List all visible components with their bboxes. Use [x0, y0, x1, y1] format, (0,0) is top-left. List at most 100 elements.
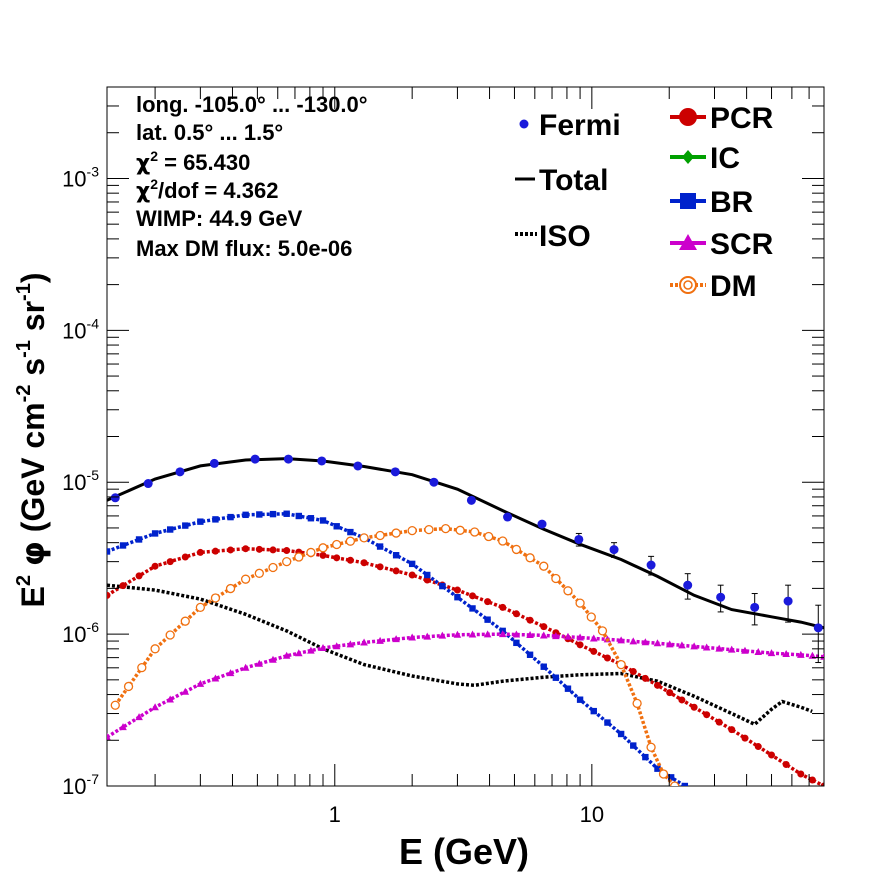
series-br-marker: [376, 543, 384, 550]
series-br-marker: [269, 510, 277, 518]
legend-scr-marker: [679, 234, 697, 250]
series-scr-marker: [423, 632, 432, 640]
series-pcr-marker: [283, 547, 291, 555]
series-pcr-marker: [242, 545, 250, 553]
series-scr-marker: [617, 636, 625, 644]
series-pcr-marker: [423, 576, 431, 584]
series-br-marker: [166, 526, 174, 533]
series-scr-marker: [727, 645, 736, 653]
info-latitude: lat. 0.5° ... 1.5°: [136, 120, 283, 145]
series-dm-marker: [318, 543, 328, 553]
series-br-marker: [242, 511, 249, 519]
series-scr-marker: [641, 638, 650, 646]
series-br-marker: [540, 663, 547, 670]
fermi-data-point: [466, 495, 476, 505]
fermi-data-point: [429, 477, 439, 487]
series-br-marker: [347, 528, 354, 536]
series-scr-marker: [782, 649, 790, 657]
series-br-marker: [667, 774, 675, 781]
series-br-marker: [590, 707, 597, 715]
series-dm-marker: [525, 553, 535, 563]
legend: Fermi Total ISO PCR IC BR SCR DM: [515, 102, 774, 303]
y-axis-title-mid2: sr: [15, 301, 51, 340]
series-pcr-marker: [603, 654, 611, 662]
y-axis-title-prefix: E: [15, 586, 51, 607]
series-pcr-marker: [151, 562, 159, 570]
legend-scr-label: SCR: [710, 228, 774, 261]
series-br-marker: [681, 782, 689, 786]
series-scr-marker: [319, 644, 327, 652]
series-dm-marker: [359, 533, 369, 543]
axes-layer: 1 10 10-7 10-6 10-5 10-4 10-3: [62, 86, 825, 827]
info-longitude: long. -105.0° ... -130.0°: [136, 92, 368, 117]
series-scr-marker: [678, 641, 686, 649]
fermi-data-point: [813, 623, 823, 633]
fermi-data-point: [503, 512, 513, 522]
series-pcr-marker: [119, 582, 127, 590]
series-pcr-marker: [782, 760, 790, 768]
series-scr-marker: [468, 630, 477, 638]
x-tick-label: 1: [329, 802, 341, 827]
series-dm-marker: [498, 536, 508, 546]
series-dm-marker: [375, 530, 385, 541]
series-scr-marker: [282, 651, 291, 659]
legend-dm-label: DM: [710, 270, 757, 303]
series-dm-marker: [268, 562, 278, 573]
fermi-data-point: [716, 592, 726, 602]
series-dm-marker: [180, 616, 190, 626]
info-chi2: χ2 = 65.430: [136, 148, 250, 176]
series-br-marker: [197, 518, 204, 525]
series-pcr-marker: [808, 776, 816, 784]
legend-total-label: Total: [539, 164, 608, 197]
series-pcr-marker: [360, 559, 368, 567]
series-pcr-marker: [181, 553, 189, 561]
series-scr-marker: [294, 649, 303, 657]
info-max-dm-flux: Max DM flux: 5.0e-06: [136, 236, 352, 261]
series-scr-marker: [552, 632, 560, 640]
legend-pcr-label: PCR: [710, 102, 774, 135]
series-br-marker: [307, 515, 315, 522]
y-axis-title-phi: φ: [14, 541, 52, 566]
fermi-data-point: [783, 596, 793, 606]
series-scr-marker: [754, 647, 763, 655]
series-scr-marker: [808, 651, 817, 659]
fermi-data-point: [646, 560, 656, 570]
series-pcr-marker: [703, 711, 711, 719]
fermi-data-point: [574, 534, 584, 544]
series-dm-marker: [469, 527, 480, 537]
series-scr-marker: [483, 630, 492, 638]
series-scr-marker: [453, 630, 462, 638]
legend-fermi-marker: [519, 119, 529, 129]
legend-pcr-marker: [679, 108, 697, 126]
series-br-marker: [212, 516, 219, 523]
series-pcr-marker: [319, 551, 327, 559]
series-br-marker: [319, 517, 327, 524]
series-pcr-marker: [678, 696, 686, 704]
x-tick-label: 10: [580, 802, 604, 827]
legend-dm-marker-inner: [683, 280, 693, 290]
series-dm-marker: [150, 644, 160, 654]
fermi-data-point: [110, 493, 120, 503]
series-pcr-marker: [392, 567, 400, 575]
legend-br-label: BR: [710, 186, 754, 219]
series-scr-marker: [119, 723, 127, 731]
series-scr-marker: [665, 640, 674, 648]
info-wimp: WIMP: 44.9 GeV: [136, 206, 303, 231]
series-scr-marker: [307, 646, 315, 654]
series-scr-marker: [767, 649, 776, 657]
series-scr-marker: [589, 634, 598, 642]
series-scr-marker: [576, 633, 584, 641]
series-pcr-marker: [196, 548, 204, 556]
series-scr-marker: [255, 659, 264, 667]
series-dm-marker: [455, 525, 465, 535]
series-scr-marker: [269, 655, 277, 663]
series-pcr-marker: [376, 563, 384, 571]
series-br-marker: [469, 605, 476, 612]
series-scr-marker: [408, 633, 416, 641]
series-scr-marker: [498, 630, 507, 638]
series-scr-marker: [360, 638, 368, 646]
series-dm-marker: [123, 681, 134, 692]
series-br-marker: [484, 616, 491, 623]
series-br-marker: [552, 674, 560, 681]
series-br-marker: [227, 513, 234, 521]
